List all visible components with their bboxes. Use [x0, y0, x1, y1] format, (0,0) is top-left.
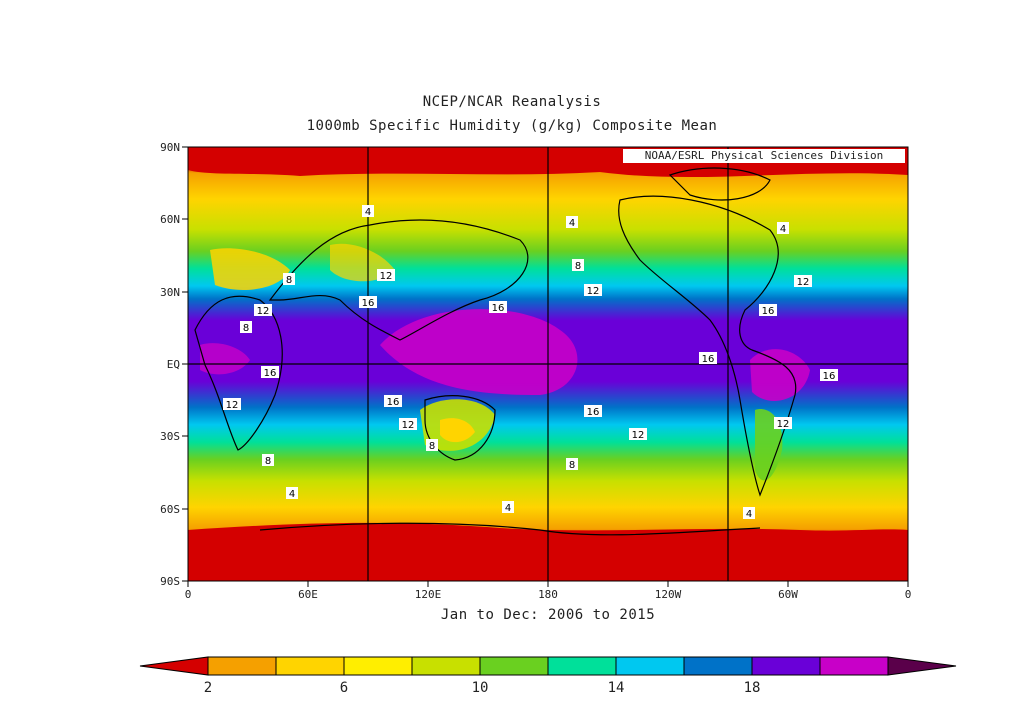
- colorbar-segment: [207, 656, 277, 676]
- contour-label: 16: [820, 369, 838, 382]
- colorbar-segment: [683, 656, 753, 676]
- axis-ticks: [182, 146, 909, 587]
- x-tick-label: 180: [538, 588, 558, 601]
- contour-label: 8: [262, 454, 274, 467]
- svg-text:8: 8: [429, 441, 435, 452]
- svg-text:16: 16: [362, 298, 375, 309]
- colorbar-segment: [547, 656, 617, 676]
- colorbar-tick-label: 2: [203, 680, 213, 696]
- svg-text:12: 12: [587, 286, 600, 297]
- svg-text:16: 16: [387, 397, 400, 408]
- contour-label: 8: [283, 273, 295, 286]
- svg-text:12: 12: [257, 306, 270, 317]
- contour-label: 12: [794, 275, 812, 288]
- svg-text:4: 4: [365, 207, 371, 218]
- contour-label: 8: [572, 259, 584, 272]
- x-tick-label: 60W: [778, 588, 798, 601]
- contour-label: 4: [286, 487, 298, 500]
- contour-label: 4: [566, 216, 578, 229]
- svg-text:16: 16: [702, 354, 715, 365]
- svg-text:4: 4: [505, 503, 511, 514]
- svg-text:16: 16: [823, 371, 836, 382]
- svg-text:8: 8: [575, 261, 581, 272]
- x-tick-label: 60E: [298, 588, 318, 601]
- contour-label: 12: [254, 304, 272, 317]
- svg-text:8: 8: [286, 275, 292, 286]
- contour-label: 8: [426, 439, 438, 452]
- y-tick-label: 30N: [160, 286, 180, 299]
- contour-label: 16: [261, 366, 279, 379]
- svg-text:12: 12: [797, 277, 810, 288]
- y-tick-label: 90N: [160, 141, 180, 154]
- credit-label: NOAA/ESRL Physical Sciences Division: [623, 149, 905, 163]
- contour-label: 8: [240, 321, 252, 334]
- contour-label: 16: [759, 304, 777, 317]
- svg-text:16: 16: [587, 407, 600, 418]
- x-tick-label: 120W: [654, 588, 682, 601]
- colorbar-segment: [343, 656, 413, 676]
- colorbar-tick-label: 10: [471, 680, 489, 696]
- colorbar-segment: [615, 656, 685, 676]
- chart-subtitle: 1000mb Specific Humidity (g/kg) Composit…: [306, 118, 718, 134]
- colorbar-tick-label: 6: [339, 680, 349, 696]
- svg-text:16: 16: [762, 306, 775, 317]
- svg-text:4: 4: [780, 224, 786, 235]
- time-period-label: Jan to Dec: 2006 to 2015: [440, 607, 656, 623]
- contour-label: 16: [384, 395, 402, 408]
- colorbar-segment: [411, 656, 481, 676]
- colorbar-segment: [479, 656, 549, 676]
- colorbar-right-arrow: [887, 656, 957, 676]
- svg-text:8: 8: [569, 460, 575, 471]
- y-tick-label: 60S: [160, 503, 180, 516]
- contour-label: 4: [362, 205, 374, 218]
- contour-label: 4: [743, 507, 755, 520]
- svg-text:8: 8: [243, 323, 249, 334]
- x-tick-label: 120E: [414, 588, 442, 601]
- svg-text:12: 12: [380, 271, 393, 282]
- contour-label: 8: [566, 458, 578, 471]
- contour-label: 16: [584, 405, 602, 418]
- contour-label: 12: [377, 269, 395, 282]
- contour-label: 12: [399, 418, 417, 431]
- contour-label: 16: [359, 296, 377, 309]
- contour-label: 4: [777, 222, 789, 235]
- y-tick-label: EQ: [166, 358, 180, 371]
- contour-label: 4: [502, 501, 514, 514]
- contour-labels: 4 4 4 8 8 12 12 12 12 8 16 16 16 16 16 1…: [223, 205, 838, 520]
- svg-text:12: 12: [226, 400, 239, 411]
- chart-title: NCEP/NCAR Reanalysis: [422, 94, 602, 110]
- svg-text:4: 4: [289, 489, 295, 500]
- svg-text:16: 16: [264, 368, 277, 379]
- contour-label: 16: [489, 301, 507, 314]
- colorbar-tick-label: 14: [607, 680, 625, 696]
- colorbar-tick-label: 18: [743, 680, 761, 696]
- svg-text:4: 4: [746, 509, 752, 520]
- svg-text:16: 16: [492, 303, 505, 314]
- svg-text:12: 12: [632, 430, 645, 441]
- contour-label: 16: [699, 352, 717, 365]
- contour-label: 12: [584, 284, 602, 297]
- colorbar-segment: [751, 656, 821, 676]
- svg-text:8: 8: [265, 456, 271, 467]
- y-tick-label: 90S: [160, 575, 180, 588]
- x-tick-label: 0: [184, 588, 192, 601]
- y-tick-label: 60N: [160, 213, 180, 226]
- y-tick-label: 30S: [160, 430, 180, 443]
- contour-label: 12: [774, 417, 792, 430]
- x-tick-label: 0: [904, 588, 912, 601]
- svg-text:4: 4: [569, 218, 575, 229]
- colorbar-left-arrow: [139, 656, 209, 676]
- svg-text:12: 12: [402, 420, 415, 431]
- svg-text:12: 12: [777, 419, 790, 430]
- colorbar-segment: [275, 656, 345, 676]
- colorbar: [139, 656, 957, 676]
- contour-label: 12: [223, 398, 241, 411]
- contour-label: 12: [629, 428, 647, 441]
- colorbar-segment: [819, 656, 889, 676]
